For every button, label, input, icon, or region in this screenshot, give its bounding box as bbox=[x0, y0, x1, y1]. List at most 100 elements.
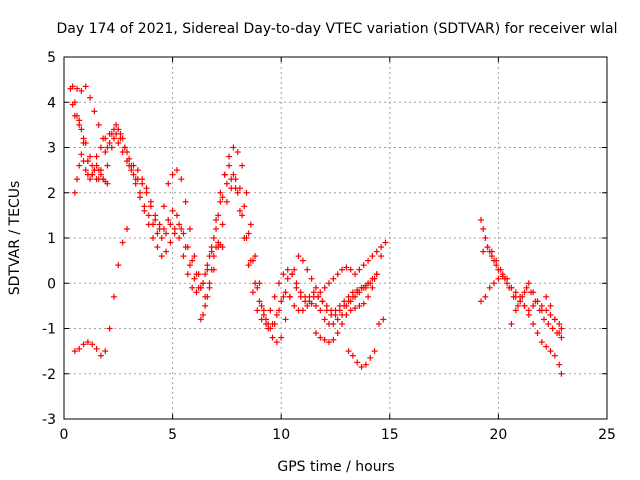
y-tick-label: 3 bbox=[47, 141, 56, 157]
data-point-track-d bbox=[150, 221, 157, 228]
data-point-track-e bbox=[93, 345, 100, 352]
data-point-track-m bbox=[521, 289, 528, 296]
data-point-track-a bbox=[165, 180, 172, 187]
data-point-track-d bbox=[184, 271, 191, 278]
data-point-track-d bbox=[284, 266, 291, 273]
data-point-track-i bbox=[349, 352, 356, 359]
data-point-track-d bbox=[262, 316, 269, 323]
data-point-track-k bbox=[478, 298, 485, 305]
data-point-track-a bbox=[325, 280, 332, 287]
chart-title: Day 174 of 2021, Sidereal Day-to-day VTE… bbox=[56, 21, 617, 37]
data-point-track-a bbox=[369, 253, 376, 260]
data-point-track-b bbox=[226, 162, 233, 169]
data-point-track-h bbox=[325, 339, 332, 346]
data-point-track-m bbox=[551, 316, 558, 323]
data-point-track-d bbox=[71, 99, 78, 106]
data-point-track-d bbox=[358, 284, 365, 291]
data-point-track-k bbox=[499, 271, 506, 278]
data-point-track-d bbox=[228, 176, 235, 183]
data-point-track-f bbox=[89, 171, 96, 178]
data-point-track-l bbox=[519, 293, 526, 300]
data-point-track-l bbox=[541, 316, 548, 323]
data-point-track-a bbox=[186, 225, 193, 232]
data-point-track-f bbox=[97, 171, 104, 178]
data-point-track-j bbox=[543, 343, 550, 350]
data-point-track-i bbox=[358, 363, 365, 370]
y-tick-label: 2 bbox=[47, 186, 56, 202]
data-point-track-d bbox=[245, 262, 252, 269]
data-point-track-b bbox=[113, 130, 120, 137]
data-point-track-b bbox=[234, 189, 241, 196]
data-point-track-k bbox=[547, 311, 554, 318]
data-point-track-c bbox=[150, 235, 157, 241]
data-point-track-d bbox=[236, 207, 243, 214]
data-point-track-l bbox=[523, 284, 530, 291]
data-point-track-c bbox=[71, 112, 78, 119]
data-point-track-d bbox=[297, 293, 304, 300]
data-point-track-d bbox=[362, 282, 369, 289]
data-point-track-d bbox=[171, 225, 178, 232]
data-point-track-i bbox=[345, 348, 352, 355]
data-point-track-h bbox=[373, 271, 380, 278]
data-point-track-d bbox=[219, 194, 226, 201]
data-point-track-d bbox=[349, 289, 356, 296]
data-point-track-d bbox=[106, 130, 113, 137]
data-point-track-m bbox=[547, 302, 554, 309]
data-point-track-f bbox=[78, 151, 85, 158]
data-point-track-a bbox=[308, 275, 315, 282]
data-point-track-c bbox=[284, 275, 291, 282]
data-point-track-d bbox=[197, 284, 204, 291]
data-point-track-d bbox=[67, 85, 74, 92]
data-point-track-k bbox=[521, 302, 528, 309]
data-point-track-c bbox=[193, 271, 200, 278]
data-point-track-a bbox=[78, 87, 85, 94]
data-point-track-a bbox=[95, 121, 102, 128]
x-tick-label: 15 bbox=[381, 427, 399, 443]
data-point-track-a bbox=[134, 167, 141, 174]
data-point-track-m bbox=[530, 289, 537, 296]
data-point-track-c bbox=[267, 325, 274, 332]
data-point-track-c bbox=[184, 244, 191, 251]
data-point-track-h bbox=[339, 320, 346, 327]
data-point-track-b bbox=[321, 316, 328, 323]
data-point-track-c bbox=[254, 284, 261, 291]
data-point-track-k bbox=[482, 293, 489, 300]
data-point-track-b bbox=[186, 262, 193, 269]
data-point-track-b bbox=[256, 298, 263, 305]
data-point-track-m bbox=[517, 298, 524, 305]
data-point-track-h bbox=[352, 305, 359, 312]
data-point-track-i bbox=[371, 348, 378, 355]
data-point-track-c bbox=[110, 135, 117, 142]
data-point-track-a bbox=[343, 264, 350, 271]
data-point-track-h bbox=[382, 239, 389, 246]
x-axis-label: GPS time / hours bbox=[277, 459, 394, 475]
data-point-track-e bbox=[102, 348, 109, 355]
data-point-track-a bbox=[352, 271, 359, 278]
data-point-track-h bbox=[360, 300, 367, 307]
data-point-track-c bbox=[180, 230, 187, 237]
data-point-track-d bbox=[193, 289, 200, 296]
data-point-track-l bbox=[558, 334, 565, 341]
data-point-track-e bbox=[89, 341, 96, 348]
data-point-track-d bbox=[323, 302, 330, 309]
x-tick-label: 5 bbox=[168, 427, 177, 443]
y-tick-label: 5 bbox=[47, 50, 56, 66]
data-point-track-c bbox=[367, 280, 374, 287]
y-tick-label: -2 bbox=[42, 367, 56, 383]
data-point-track-b bbox=[121, 144, 128, 151]
data-point-track-b bbox=[152, 216, 159, 223]
data-point-track-d bbox=[232, 185, 239, 192]
data-point-track-b bbox=[252, 280, 259, 287]
data-point-track-h bbox=[330, 336, 337, 343]
data-point-track-d bbox=[280, 271, 287, 278]
data-point-track-a bbox=[91, 108, 98, 115]
data-point-track-e bbox=[80, 341, 87, 348]
data-point-track-c bbox=[241, 203, 248, 210]
data-point-track-j bbox=[538, 339, 545, 346]
data-point-track-d bbox=[341, 298, 348, 305]
data-point-track-l bbox=[549, 325, 556, 332]
data-point-track-d bbox=[128, 162, 135, 169]
data-point-track-d bbox=[289, 271, 296, 278]
data-point-track-a bbox=[378, 244, 385, 251]
data-point-track-m bbox=[508, 320, 515, 327]
